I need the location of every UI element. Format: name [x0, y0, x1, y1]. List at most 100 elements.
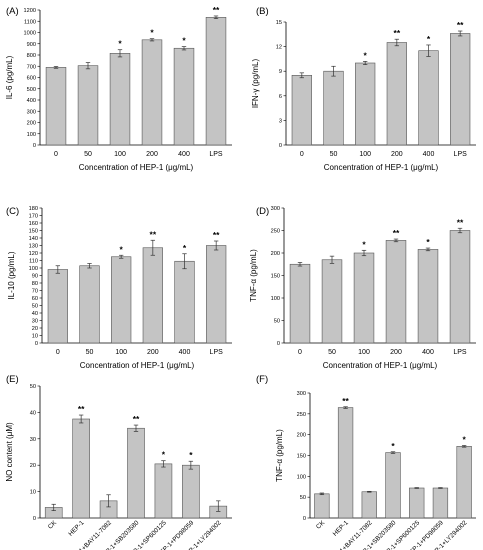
x-tick-label: 0	[56, 349, 60, 356]
y-tick-label: 40	[30, 410, 36, 416]
x-tick-label: 0	[298, 349, 302, 356]
bar	[182, 464, 200, 519]
x-tick-label: 200	[390, 349, 402, 356]
panel-label: (D)	[256, 206, 269, 217]
bar	[386, 42, 407, 146]
y-tick-label: 10	[30, 490, 36, 496]
y-tick-label: 9	[279, 69, 282, 75]
y-tick-label: 1000	[24, 31, 36, 37]
bar	[409, 487, 425, 519]
bar	[385, 452, 401, 519]
x-tick-label: 50	[86, 349, 94, 356]
bar	[127, 427, 145, 519]
bar	[142, 247, 163, 344]
x-tick-label: 200	[391, 151, 403, 158]
y-tick-label: 6	[279, 94, 282, 100]
y-tick-label: 600	[27, 76, 36, 82]
y-tick-label: 50	[32, 304, 38, 310]
significance-marker: *	[183, 243, 187, 253]
significance-marker: *	[427, 34, 431, 44]
x-tick-label: HEP-1	[67, 519, 86, 538]
x-tick-label: LPS	[209, 151, 223, 158]
significance-marker: *	[362, 239, 366, 249]
y-tick-label: 140	[29, 236, 38, 242]
y-tick-label: 100	[29, 266, 38, 272]
bar	[456, 446, 472, 519]
x-tick-label: 0	[300, 151, 304, 158]
x-tick-label: 200	[147, 349, 159, 356]
significance-marker: **	[78, 404, 85, 414]
y-tick-label: 250	[271, 229, 280, 235]
y-tick-label: 0	[33, 516, 36, 522]
y-tick-label: 180	[29, 206, 38, 212]
chart-panel-2: (C)0102030405060708090100110120130140150…	[6, 206, 232, 370]
bar	[291, 75, 312, 146]
panel-label: (E)	[6, 374, 19, 385]
x-tick-label: 0	[54, 151, 58, 158]
y-axis-title: NO content (μM)	[5, 422, 14, 482]
y-tick-label: 100	[27, 132, 36, 138]
significance-marker: *	[162, 450, 166, 460]
y-tick-label: 120	[29, 251, 38, 257]
chart-panel-0: (A)0100200300400500600700800900100011001…	[5, 5, 232, 172]
y-tick-label: 150	[29, 229, 38, 235]
y-tick-label: 200	[271, 251, 280, 257]
y-tick-label: 50	[274, 319, 280, 325]
x-tick-label: 200	[146, 151, 158, 158]
bar	[77, 65, 99, 146]
x-tick-label: 400	[422, 349, 434, 356]
bar	[47, 269, 68, 344]
y-tick-label: 80	[32, 281, 38, 287]
bar	[205, 17, 227, 146]
y-tick-label: 700	[27, 64, 36, 70]
significance-marker: **	[457, 217, 464, 227]
x-tick-label: LPS	[454, 151, 468, 158]
bar	[206, 245, 227, 344]
y-axis-title: IFN-γ (pg/mL)	[251, 59, 260, 109]
y-tick-label: 1100	[24, 19, 36, 25]
y-tick-label: 70	[32, 289, 38, 295]
y-tick-label: 50	[300, 495, 306, 501]
y-tick-label: 250	[297, 412, 306, 418]
x-tick-label: LPS	[210, 349, 224, 356]
significance-marker: **	[342, 396, 349, 406]
x-axis-title: Concentration of HEP-1 (μg/mL)	[79, 163, 194, 172]
x-tick-label: LPS	[453, 349, 467, 356]
x-axis-title: Concentration of HEP-1 (μg/mL)	[324, 163, 439, 172]
y-tick-label: 900	[27, 42, 36, 48]
y-axis-title: TNF-α (pg/mL)	[249, 249, 258, 302]
y-axis-title: IL-6 (pg/mL)	[5, 55, 14, 99]
y-tick-label: 800	[27, 53, 36, 59]
x-tick-label: 50	[330, 151, 338, 158]
x-axis-title: Concentration of HEP-1 (μg/mL)	[80, 361, 195, 370]
significance-marker: **	[457, 20, 464, 30]
significance-marker: **	[394, 28, 401, 38]
y-tick-label: 10	[32, 334, 38, 340]
y-tick-label: 160	[29, 221, 38, 227]
x-axis-title: Concentration of HEP-1 (μg/mL)	[323, 361, 438, 370]
significance-marker: *	[120, 244, 124, 254]
bar	[361, 491, 377, 519]
y-tick-label: 3	[279, 118, 282, 124]
y-tick-label: 60	[32, 296, 38, 302]
significance-marker: *	[364, 50, 368, 60]
y-axis-title: TNF-α (pg/mL)	[275, 429, 284, 482]
x-tick-label: 100	[114, 151, 126, 158]
bar	[79, 265, 100, 344]
bar	[450, 33, 471, 146]
y-tick-label: 12	[276, 45, 282, 51]
y-tick-label: 150	[297, 454, 306, 460]
y-tick-label: 0	[277, 341, 280, 347]
significance-marker: **	[393, 228, 400, 238]
x-tick-label: 400	[179, 349, 191, 356]
y-tick-label: 30	[30, 437, 36, 443]
significance-marker: *	[189, 450, 193, 460]
bar	[321, 259, 343, 344]
y-tick-label: 20	[32, 326, 38, 332]
bar	[432, 487, 449, 519]
bar	[45, 67, 67, 146]
significance-marker: **	[213, 230, 220, 240]
